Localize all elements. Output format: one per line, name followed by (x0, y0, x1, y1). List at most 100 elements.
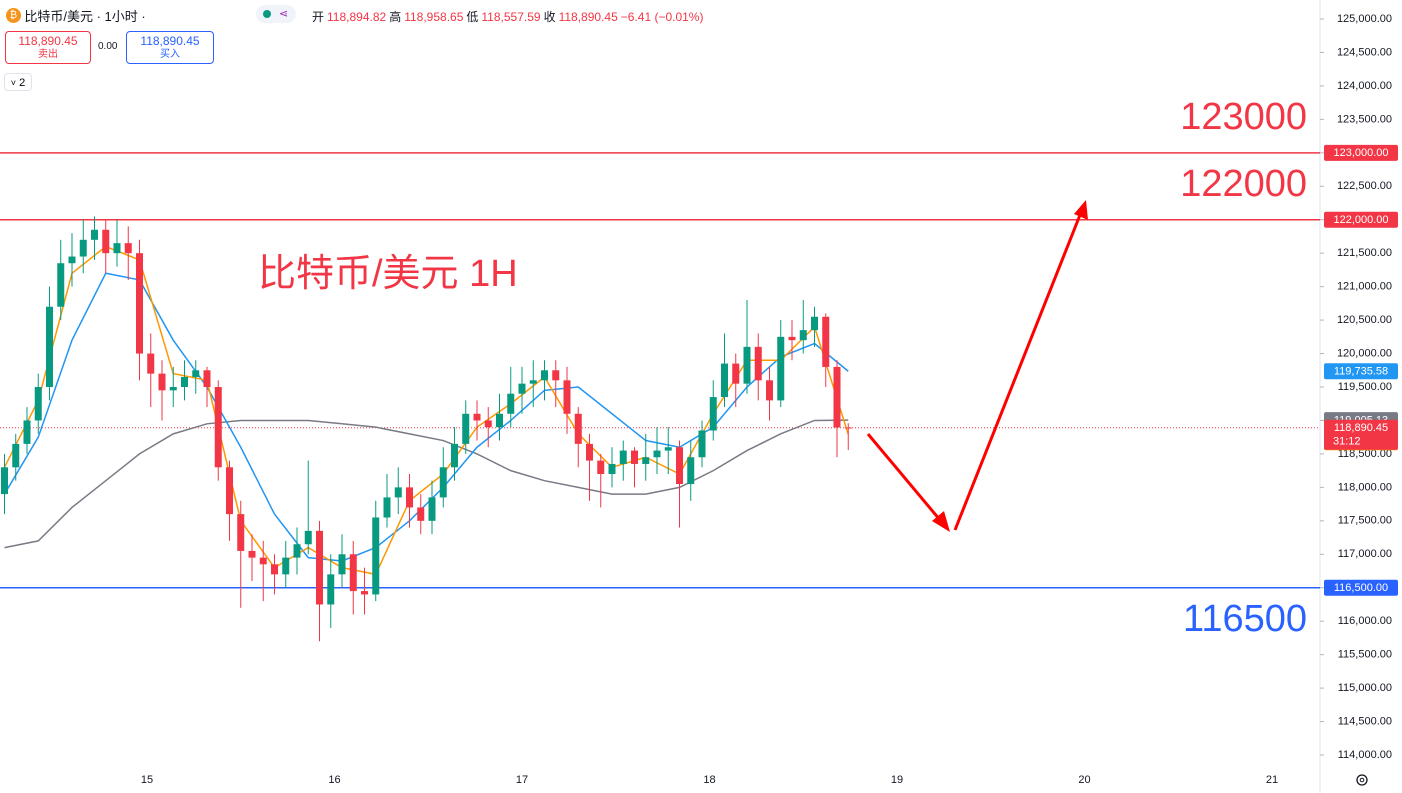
candle-body (698, 430, 706, 458)
y-tick-label: 121,000.00 (1337, 281, 1392, 293)
candle-body (169, 387, 177, 391)
candle-body (361, 591, 368, 595)
symbol[interactable]: 比特币/美元 · 1小时 · (24, 9, 146, 24)
candle-body (541, 370, 548, 381)
candle-body (316, 530, 323, 605)
ohlc-value: 118,557.59 (481, 10, 541, 24)
ohlc-key: 开 (312, 10, 325, 24)
candle-body (12, 443, 20, 468)
candle-body (529, 380, 537, 384)
level-tag-label: 123,000.00 (1333, 147, 1388, 159)
candle-body (462, 413, 470, 444)
last-price-label: 118,890.45 (1334, 422, 1388, 434)
status-dot (263, 10, 271, 18)
candle-body (799, 330, 807, 341)
ohlc-value: 118,894.82 (327, 10, 387, 24)
settings-icon[interactable] (1356, 774, 1368, 786)
candle-body (203, 370, 211, 388)
candle-body (271, 564, 278, 575)
candle-body (619, 450, 627, 464)
symbol-row: ₿ 比特币/美元 · 1小时 · (6, 6, 146, 25)
candle-body (766, 380, 773, 401)
candle-body (507, 393, 515, 414)
btc-icon: ₿ (6, 8, 21, 23)
y-tick-label: 118,500.00 (1338, 448, 1392, 460)
spread: 0.00 (98, 41, 118, 52)
candle-body (822, 316, 830, 367)
candle-body (574, 413, 582, 444)
candle-body (181, 376, 188, 388)
candle-body (383, 497, 391, 518)
candle-body (788, 336, 796, 341)
chevron: ˅ (10, 78, 17, 88)
x-tick-label: 17 (516, 774, 528, 786)
y-tick-label: 123,500.00 (1337, 113, 1392, 125)
candle-body (102, 229, 110, 254)
x-tick-label: 18 (703, 774, 715, 786)
candle-body (631, 450, 638, 464)
ohlc-key: 高 (389, 10, 402, 24)
buy-price: 118,890.45 (140, 34, 200, 48)
candle-body (811, 316, 818, 331)
level-annotation: 116500 (1183, 598, 1307, 640)
sell-label: 卖出 (38, 49, 58, 60)
candle-body (754, 346, 762, 381)
sell-button[interactable]: 118,890.45 卖出 (5, 31, 91, 64)
y-tick-label: 122,500.00 (1337, 180, 1392, 192)
gear-center (1359, 777, 1365, 783)
ohlc-legend: 开 118,894.82 高 118,958.65 低 118,557.59 收 118,89… (312, 8, 706, 25)
indicator-count: 2 (19, 77, 26, 89)
y-tick-label: 119,500.00 (1338, 381, 1392, 393)
y-tick-label: 114,500.00 (1338, 715, 1392, 727)
ma-tag-label: 119,735.58 (1334, 366, 1388, 378)
y-tick-label: 121,500.00 (1337, 247, 1392, 259)
indicator-toggle[interactable]: ˅ 2 (4, 73, 32, 91)
sell-price: 118,890.45 (18, 34, 78, 48)
level-tag-label: 122,000.00 (1333, 214, 1388, 226)
candle-body (653, 450, 661, 458)
candle-body (676, 447, 683, 485)
candle-body (338, 554, 346, 575)
watermark: 比特币/美元 1H (258, 253, 518, 295)
gear[interactable] (1356, 774, 1368, 786)
candle-body (304, 530, 312, 545)
candle-body (473, 413, 481, 421)
candle-body (586, 443, 593, 461)
y-tick-label: 120,500.00 (1337, 314, 1392, 326)
candle-body (833, 366, 841, 428)
moving-average (4, 419, 849, 549)
y-tick-label: 124,000.00 (1337, 80, 1392, 92)
candle-body (439, 467, 447, 498)
candle-body (406, 487, 413, 508)
candle-body (552, 370, 560, 381)
ohlc-key: 低 (466, 10, 479, 24)
candle-body (259, 557, 267, 565)
candle-body (113, 243, 121, 254)
ohlc-change: −6.41 (−0.01%) (620, 10, 704, 24)
buy-button[interactable]: 118,890.45 买入 (126, 31, 214, 64)
candle-body (732, 363, 740, 384)
candle-body (79, 239, 87, 257)
candle-body (124, 243, 132, 254)
visibility-chip[interactable]: ⋖ (256, 5, 296, 23)
y-tick-label: 116,000.00 (1338, 615, 1392, 627)
forecast-arrows (866, 200, 1088, 532)
y-tick-label: 120,000.00 (1337, 347, 1392, 359)
candle-body (721, 363, 728, 398)
level-tag (1324, 211, 1398, 228)
buy-label: 买入 (160, 49, 180, 60)
level-annotation: 123000 (1180, 96, 1307, 138)
candle-body (147, 353, 155, 374)
candle-body (417, 507, 425, 521)
candle-body (484, 420, 492, 428)
y-tick-label: 114,000.00 (1338, 749, 1392, 761)
candle-body (226, 467, 233, 515)
candle-body (34, 387, 42, 421)
candle-body (451, 443, 458, 468)
candle-body (192, 370, 200, 377)
moving-average (3, 245, 849, 576)
candle-body (349, 554, 357, 592)
x-tick-label: 21 (1266, 774, 1278, 786)
candle-body (664, 447, 672, 451)
candle-body (68, 256, 76, 264)
